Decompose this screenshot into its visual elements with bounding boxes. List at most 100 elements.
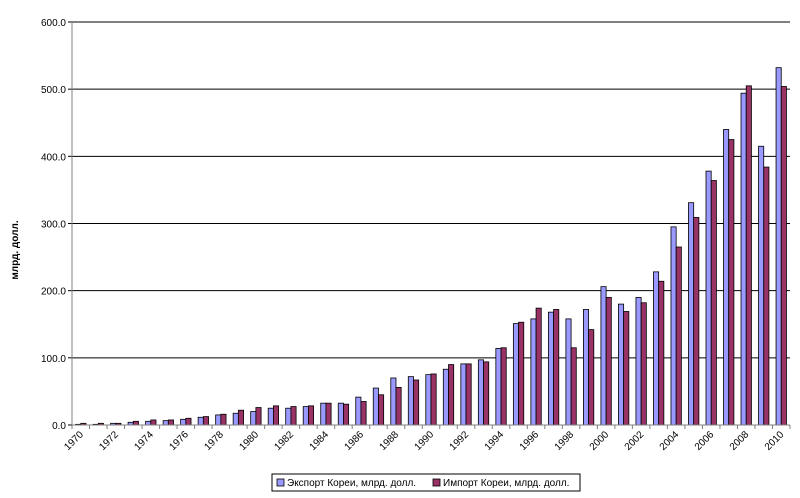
y-tick-label: 0.0 — [52, 421, 66, 432]
import-bar-1998 — [570, 347, 577, 426]
import-bar-1973 — [132, 420, 139, 426]
import-bar-1985 — [343, 403, 350, 426]
import-bar-1992 — [465, 363, 472, 426]
x-tick-label: 1982 — [273, 429, 297, 453]
export-bar-1989 — [407, 376, 414, 426]
export-bar-2010 — [775, 67, 782, 426]
x-tick-label: 2002 — [623, 429, 647, 453]
x-tick-label: 1972 — [97, 429, 121, 453]
x-tick-label: 1998 — [553, 429, 577, 453]
import-bar-1996 — [535, 307, 542, 426]
y-tick-label: 200.0 — [41, 287, 66, 298]
import-bar-2002 — [640, 302, 647, 426]
export-bar-1995 — [512, 323, 519, 426]
x-tick-label: 1990 — [413, 429, 437, 453]
import-bar-1994 — [500, 347, 507, 426]
import-bar-2006 — [710, 180, 717, 426]
import-bar-1989 — [413, 379, 420, 426]
legend-label-export: Экспорт Кореи, млрд. долл. — [287, 478, 416, 489]
x-tick-label: 1984 — [308, 429, 332, 453]
import-bar-1980 — [255, 407, 262, 426]
import-bar-2001 — [623, 311, 630, 426]
import-bar-1990 — [430, 373, 437, 426]
x-tick-label: 1992 — [448, 429, 472, 453]
export-bar-1982 — [285, 407, 292, 426]
export-bar-2009 — [758, 145, 765, 426]
y-tick-label: 100.0 — [41, 354, 66, 365]
export-bar-1985 — [337, 402, 344, 426]
export-bar-1981 — [267, 407, 274, 426]
export-bar-1994 — [495, 348, 502, 426]
y-axis-label: млрд. долл. — [10, 220, 21, 279]
y-tick-label: 600.0 — [41, 18, 66, 29]
import-bar-2004 — [675, 246, 682, 426]
export-bar-2008 — [740, 92, 747, 426]
import-bar-2007 — [728, 139, 735, 426]
x-tick-label: 2004 — [658, 429, 682, 453]
import-bar-1975 — [167, 419, 174, 426]
import-bar-2008 — [745, 85, 752, 426]
x-tick-label: 1988 — [378, 429, 402, 453]
export-bar-1998 — [565, 318, 572, 426]
export-bar-1980 — [250, 411, 257, 426]
legend-label-import: Импорт Кореи, млрд. долл. — [443, 478, 569, 489]
export-bar-1975 — [162, 420, 169, 426]
x-tick-label: 1978 — [202, 429, 226, 453]
export-bar-1979 — [232, 412, 239, 426]
export-bar-1999 — [583, 309, 590, 426]
x-tick-label: 1976 — [167, 429, 191, 453]
legend: Экспорт Кореи, млрд. долл. Импорт Кореи,… — [271, 473, 581, 492]
import-bar-1987 — [378, 394, 385, 426]
export-bar-2002 — [635, 296, 642, 426]
x-tick-label: 2000 — [588, 429, 612, 453]
export-bar-1996 — [530, 318, 537, 426]
export-bar-2000 — [600, 286, 607, 426]
export-bar-1977 — [197, 416, 204, 426]
export-bar-1991 — [442, 368, 449, 426]
x-tick-label: 2008 — [728, 429, 752, 453]
import-bar-1999 — [588, 329, 595, 426]
import-bar-2005 — [693, 217, 700, 426]
import-bar-2003 — [658, 280, 665, 426]
legend-swatch-import — [432, 478, 441, 487]
import-bar-1991 — [448, 364, 455, 426]
x-tick-label: 1980 — [237, 429, 261, 453]
export-bar-1988 — [390, 377, 397, 426]
import-bar-1981 — [272, 405, 279, 426]
export-bar-1978 — [215, 414, 222, 426]
x-tick-label: 1970 — [62, 429, 86, 453]
x-tick-label: 1986 — [343, 429, 367, 453]
x-tick-label: 1974 — [132, 429, 156, 453]
import-bar-2009 — [763, 166, 770, 426]
import-bar-1977 — [202, 416, 209, 426]
export-bar-2007 — [723, 129, 730, 426]
import-bar-1988 — [395, 386, 402, 426]
import-bar-1986 — [360, 401, 367, 426]
y-tick-label: 500.0 — [41, 85, 66, 96]
import-bar-1995 — [518, 321, 525, 426]
export-bar-1986 — [355, 396, 362, 426]
import-bar-1976 — [185, 417, 192, 426]
x-tick-label: 1994 — [483, 429, 507, 453]
import-bar-1984 — [325, 402, 332, 426]
import-bar-1979 — [237, 409, 244, 426]
export-bar-1976 — [180, 418, 187, 426]
import-bar-2010 — [780, 86, 787, 426]
export-bar-2004 — [670, 226, 677, 426]
export-bar-2003 — [653, 271, 660, 426]
y-tick-label: 300.0 — [41, 220, 66, 231]
export-bar-1987 — [372, 387, 379, 426]
y-tick-label: 400.0 — [41, 152, 66, 163]
export-bar-2006 — [705, 170, 712, 426]
import-bar-1978 — [220, 413, 227, 426]
import-bar-1993 — [483, 361, 490, 426]
x-tick-label: 2006 — [693, 429, 717, 453]
x-tick-label: 2010 — [763, 429, 787, 453]
import-bar-1997 — [553, 309, 560, 426]
import-bar-2000 — [605, 296, 612, 426]
legend-swatch-export — [276, 478, 285, 487]
export-bar-2001 — [618, 303, 625, 426]
export-bar-1997 — [547, 311, 554, 426]
import-bar-1983 — [308, 405, 315, 426]
